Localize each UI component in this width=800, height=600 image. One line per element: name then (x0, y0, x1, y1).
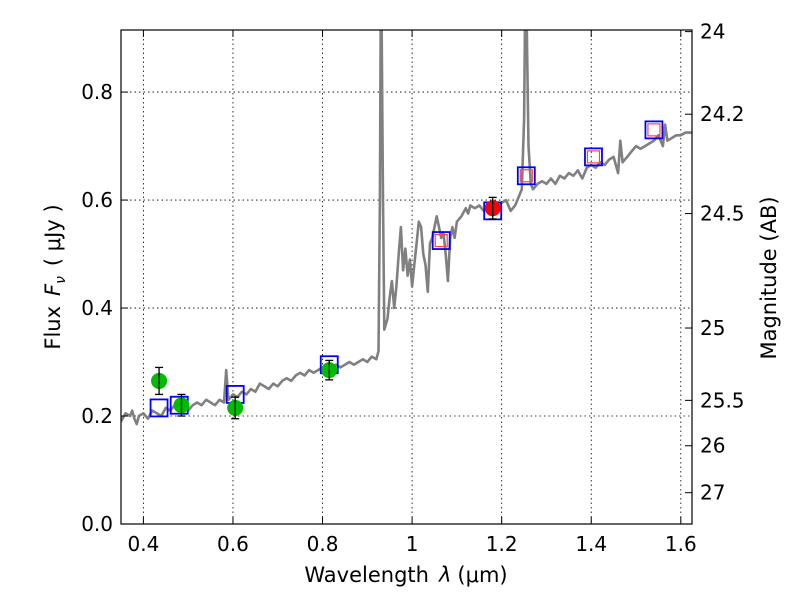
y2-tick-label: 24.5 (700, 202, 745, 226)
plot-frame (120, 29, 693, 525)
x-tick-label: 1.4 (575, 532, 607, 556)
x-tick-label: 1.6 (665, 532, 697, 556)
photometry-layer (149, 120, 664, 420)
x-tick-label: 0.4 (127, 532, 159, 556)
spectrum-line (121, 30, 692, 426)
y2-axis-label: Magnitude (AB) (757, 196, 781, 359)
ticks: 0.4 0.6 0.8 1 1.2 1.4 1.6 0.0 0.2 0.4 0.6 0.8 24 24.2… (81, 20, 744, 556)
y2-tick-label: 24.2 (700, 102, 745, 126)
y-axis-label: FluxFν( μJy ) (41, 204, 69, 349)
x-tick-label: 0.8 (307, 532, 339, 556)
model-square (149, 398, 169, 418)
y2-tick-label: 25.5 (700, 388, 745, 412)
y-tick-label: 0.8 (81, 80, 113, 104)
model-inner-square (586, 150, 601, 164)
x-tick-label: 1.2 (486, 532, 518, 556)
model-square (644, 120, 664, 140)
y-tick-label: 0.2 (81, 404, 113, 428)
y2-tick-label: 27 (700, 481, 725, 505)
model-square (516, 166, 536, 186)
model-inner-square (434, 233, 448, 248)
y-tick-label: 0.0 (81, 512, 113, 536)
y2-tick-label: 24 (700, 20, 725, 44)
y-tick-label: 0.4 (81, 296, 113, 320)
y-tick-label: 0.6 (81, 188, 113, 212)
x-tick-label: 0.6 (217, 532, 249, 556)
model-square (584, 147, 603, 167)
y2-tick-label: 25 (700, 316, 725, 340)
x-axis-label: Wavelength λ (μm) (304, 563, 507, 587)
spectrum-layer (121, 30, 692, 426)
model-inner-square (519, 169, 533, 183)
x-tick-label: 1 (406, 532, 419, 556)
y2-tick-label: 26 (700, 434, 725, 458)
model-inner-square (647, 123, 661, 137)
model-square (431, 231, 451, 250)
